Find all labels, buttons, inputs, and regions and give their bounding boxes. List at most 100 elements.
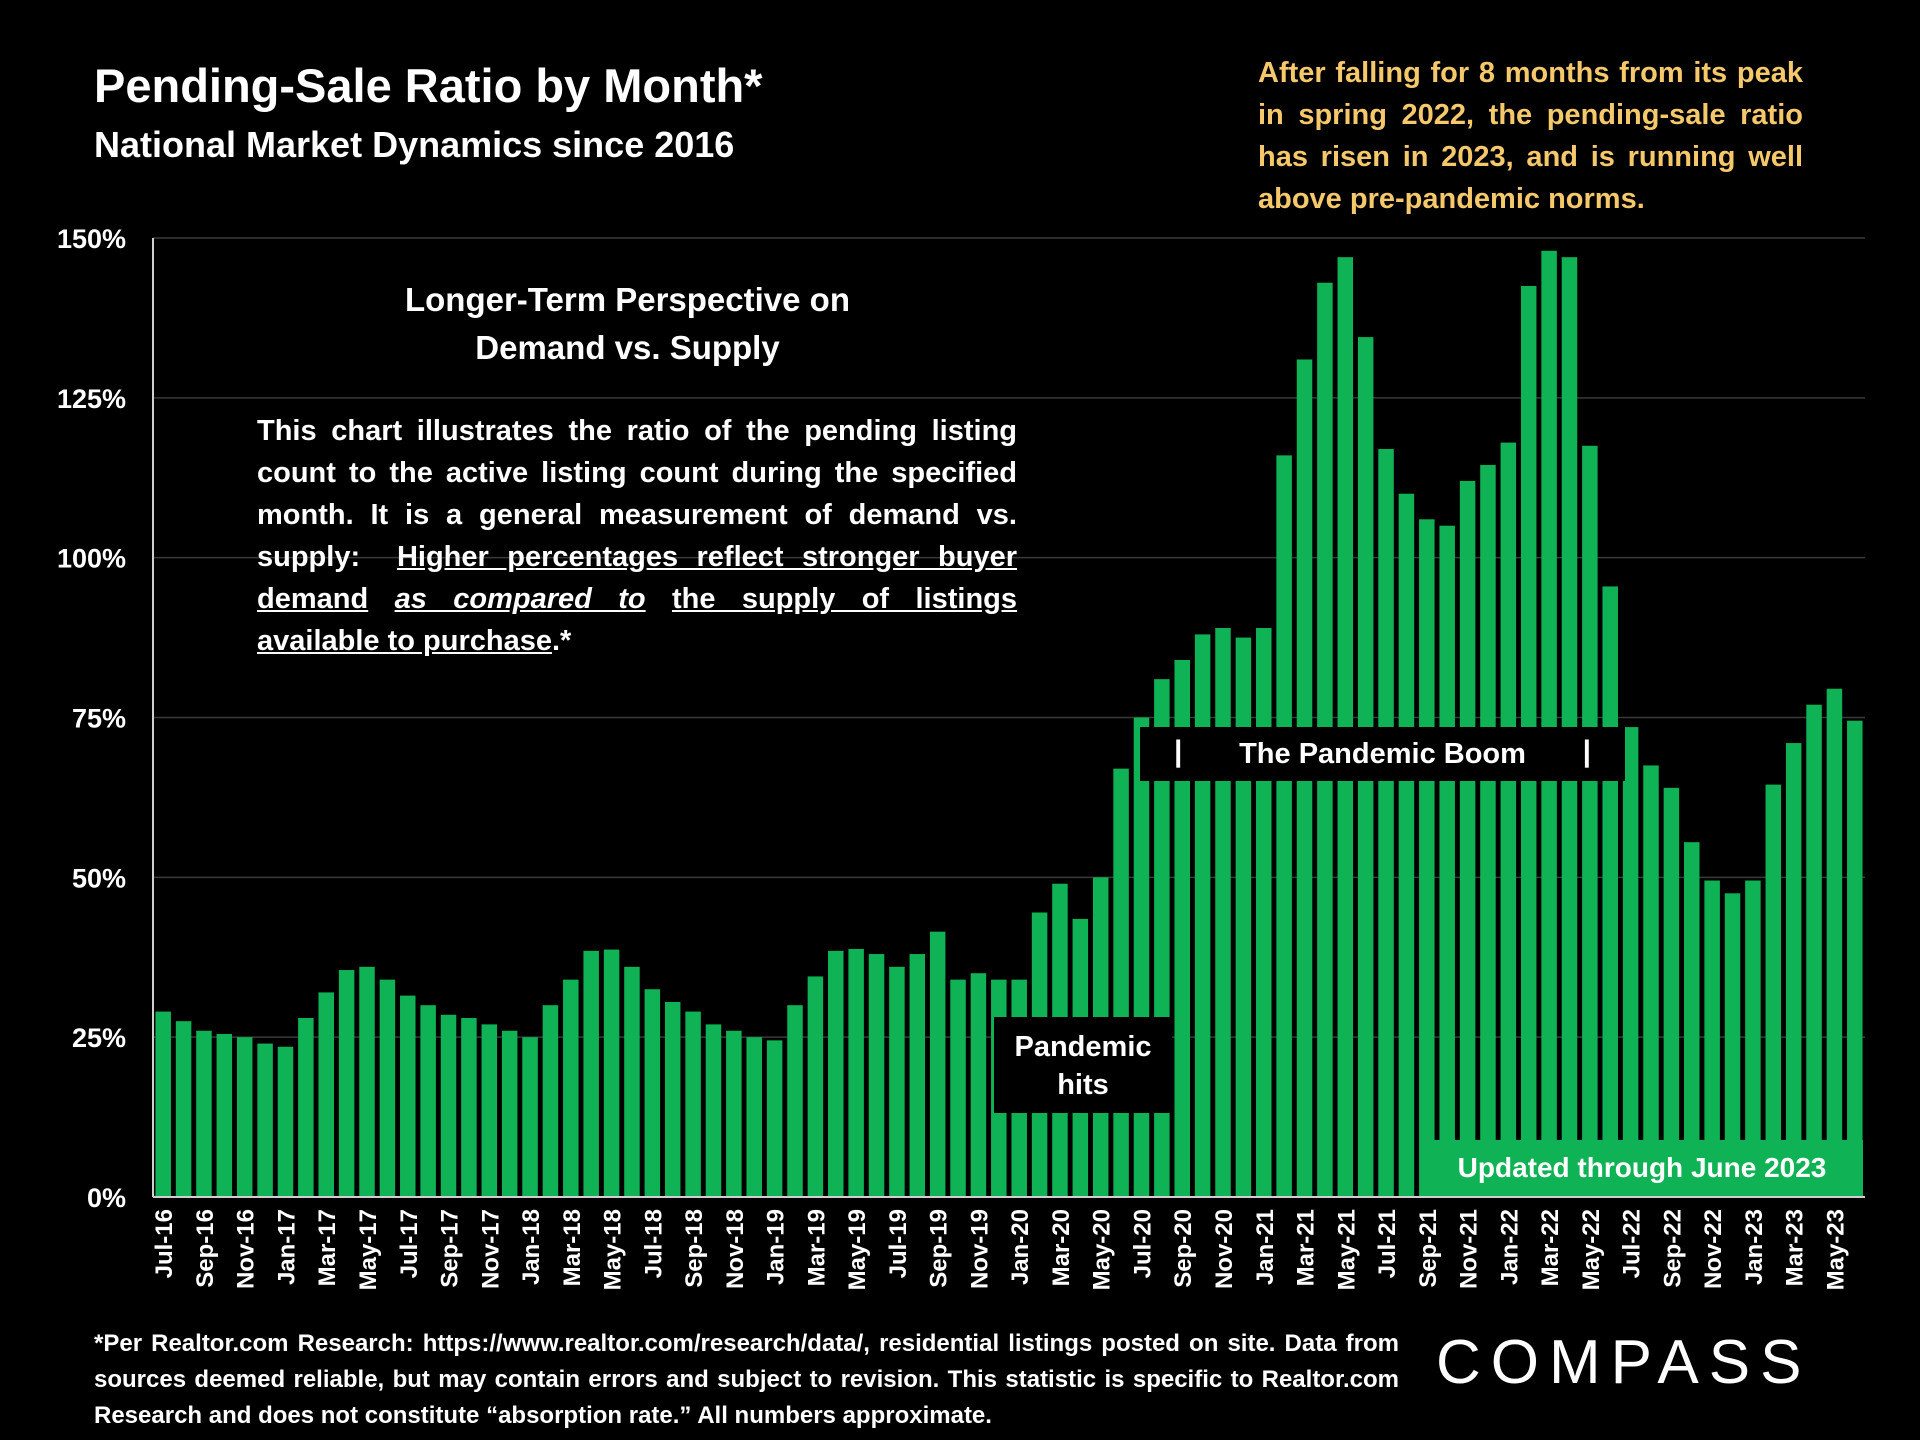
- x-tick-label: Nov-19: [966, 1209, 993, 1289]
- bar-may-17: [359, 966, 375, 1197]
- bar-nov-21: [1459, 480, 1476, 1197]
- hits-line-1: Pandemic: [1014, 1031, 1152, 1063]
- bar-jun-18: [624, 966, 640, 1197]
- bar-nov-20: [1215, 627, 1231, 1197]
- bar-mar-17: [318, 992, 334, 1197]
- description-tail: .*: [551, 625, 572, 657]
- x-tick-label: May-20: [1089, 1209, 1116, 1290]
- y-tick-label: 125%: [57, 384, 126, 414]
- bar-oct-16: [216, 1033, 233, 1197]
- bar-may-23: [1826, 688, 1843, 1197]
- bar-aug-22: [1643, 765, 1659, 1197]
- bar-sep-19: [929, 931, 946, 1197]
- bar-may-19: [848, 948, 864, 1197]
- x-tick-label: May-17: [355, 1209, 382, 1290]
- bar-mar-18: [563, 979, 579, 1197]
- x-tick-label: Jul-18: [640, 1209, 667, 1278]
- x-tick-label: Jan-20: [1007, 1209, 1034, 1285]
- bar-nov-16: [236, 1037, 253, 1197]
- footnote: *Per Realtor.com Research: https://www.r…: [94, 1330, 1399, 1429]
- x-tick-label: Jul-21: [1374, 1209, 1401, 1278]
- x-tick-label: Nov-17: [477, 1209, 504, 1289]
- compass-logo: COMPASS: [1436, 1328, 1801, 1395]
- bar-feb-17: [298, 1017, 314, 1197]
- perspective-line-2: Demand vs. Supply: [475, 329, 780, 366]
- x-tick-label: Sep-22: [1659, 1209, 1686, 1288]
- x-tick-label: Jul-20: [1129, 1209, 1156, 1278]
- bar-jul-17: [400, 995, 416, 1197]
- y-tick-label: 150%: [57, 224, 126, 254]
- bar-dec-16: [257, 1043, 273, 1197]
- bar-dec-18: [746, 1037, 762, 1197]
- bar-aug-18: [664, 1002, 681, 1197]
- bar-sep-16: [196, 1030, 212, 1197]
- y-tick-label: 25%: [72, 1023, 126, 1053]
- bar-apr-18: [583, 950, 599, 1197]
- x-tick-label: May-21: [1333, 1209, 1360, 1290]
- y-axis-ticks: 0% 25% 50% 75% 100% 125% 150%: [57, 224, 126, 1213]
- bar-feb-23: [1765, 784, 1782, 1197]
- bar-mar-23: [1785, 743, 1802, 1197]
- pandemic-boom-label: | The Pandemic Boom |: [1140, 727, 1625, 781]
- boom-bracket-left: |: [1174, 735, 1183, 768]
- bar-apr-17: [338, 970, 355, 1197]
- bar-jul-16: [155, 1011, 171, 1197]
- perspective-line-1: Longer-Term Perspective on: [404, 281, 850, 318]
- x-tick-label: Mar-21: [1293, 1209, 1320, 1286]
- x-tick-label: Sep-21: [1415, 1209, 1442, 1288]
- x-tick-label: Mar-22: [1537, 1209, 1564, 1286]
- x-tick-label: May-22: [1578, 1209, 1605, 1290]
- y-tick-label: 100%: [57, 544, 126, 574]
- bar-sep-21: [1419, 519, 1435, 1197]
- bar-jan-23: [1745, 880, 1761, 1197]
- x-tick-label: Sep-16: [192, 1209, 219, 1288]
- x-tick-label: Mar-17: [314, 1209, 341, 1286]
- x-tick-label: Mar-23: [1782, 1209, 1809, 1286]
- bar-jan-21: [1256, 627, 1272, 1197]
- bar-jun-20: [1113, 768, 1129, 1197]
- bar-jul-18: [644, 989, 661, 1197]
- x-tick-label: Sep-19: [926, 1209, 953, 1288]
- bar-dec-22: [1724, 893, 1741, 1197]
- bar-oct-19: [950, 979, 966, 1197]
- bar-jan-22: [1500, 442, 1517, 1198]
- bar-nov-19: [970, 973, 987, 1197]
- x-axis-ticks: Jul-16 Sep-16 Nov-16 Jan-17 Mar-17 May-17 Jul-…: [151, 1209, 1849, 1290]
- updated-badge: Updated through June 2023: [1421, 1140, 1863, 1196]
- bar-jun-19: [868, 954, 885, 1197]
- bar-jan-19: [766, 1040, 783, 1197]
- bar-jun-23: [1847, 720, 1863, 1197]
- bar-dec-17: [501, 1030, 518, 1197]
- x-tick-label: Nov-21: [1456, 1209, 1483, 1289]
- page-subtitle: National Market Dynamics since 2016: [94, 124, 735, 165]
- bar-jun-17: [379, 979, 396, 1197]
- y-tick-label: 50%: [72, 863, 126, 893]
- x-tick-label: Jul-22: [1619, 1209, 1646, 1278]
- x-tick-label: Sep-17: [437, 1209, 464, 1288]
- x-tick-label: Nov-20: [1211, 1209, 1238, 1289]
- x-tick-label: Jul-19: [885, 1209, 912, 1278]
- bar-may-18: [603, 949, 620, 1197]
- description-italic: as compared to: [394, 583, 646, 615]
- bar-nov-17: [481, 1024, 498, 1197]
- x-tick-label: Jan-18: [518, 1209, 545, 1285]
- bar-nov-18: [726, 1030, 742, 1197]
- boom-bracket-right: |: [1582, 735, 1591, 768]
- bar-sep-22: [1663, 787, 1680, 1197]
- x-tick-label: Jan-17: [273, 1209, 300, 1285]
- callout-note: After falling for 8 months from its peak…: [1258, 57, 1803, 215]
- bar-jan-17: [277, 1046, 294, 1197]
- x-tick-label: Jan-21: [1252, 1209, 1279, 1285]
- x-tick-label: Nov-22: [1700, 1209, 1727, 1289]
- y-tick-label: 0%: [87, 1183, 126, 1213]
- chart-gridlines: [153, 237, 1865, 1038]
- x-tick-label: May-18: [600, 1209, 627, 1290]
- x-tick-label: Jul-17: [396, 1209, 423, 1278]
- x-tick-label: Jan-19: [763, 1209, 790, 1285]
- x-tick-label: May-19: [844, 1209, 871, 1290]
- bar-apr-23: [1806, 704, 1822, 1197]
- bar-oct-22: [1684, 842, 1700, 1197]
- bar-jul-20: [1133, 717, 1150, 1197]
- bar-aug-16: [175, 1021, 192, 1197]
- x-tick-label: Jan-23: [1741, 1209, 1768, 1285]
